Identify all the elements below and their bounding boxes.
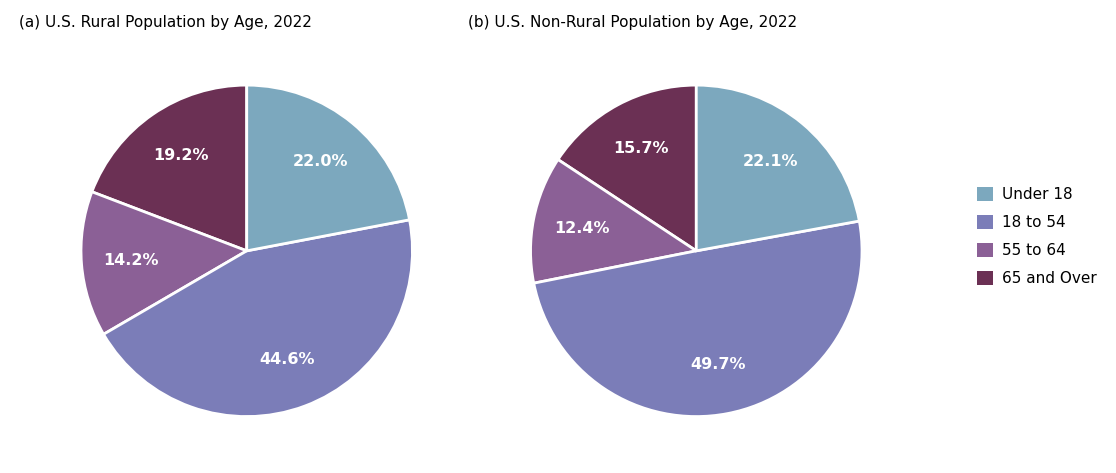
Text: 49.7%: 49.7% xyxy=(691,357,745,372)
Text: (b) U.S. Non-Rural Population by Age, 2022: (b) U.S. Non-Rural Population by Age, 20… xyxy=(469,15,798,30)
Text: 19.2%: 19.2% xyxy=(153,148,209,163)
Wedge shape xyxy=(81,192,247,334)
Text: 22.0%: 22.0% xyxy=(292,154,348,169)
Wedge shape xyxy=(247,85,410,251)
Text: 12.4%: 12.4% xyxy=(555,221,610,236)
Wedge shape xyxy=(104,220,413,417)
Wedge shape xyxy=(533,221,862,417)
Wedge shape xyxy=(558,85,696,251)
Wedge shape xyxy=(92,85,247,251)
Wedge shape xyxy=(530,159,696,283)
Legend: Under 18, 18 to 54, 55 to 64, 65 and Over: Under 18, 18 to 54, 55 to 64, 65 and Ove… xyxy=(971,181,1103,292)
Wedge shape xyxy=(696,85,859,251)
Text: 44.6%: 44.6% xyxy=(260,352,315,367)
Text: (a) U.S. Rural Population by Age, 2022: (a) U.S. Rural Population by Age, 2022 xyxy=(19,15,311,30)
Text: 14.2%: 14.2% xyxy=(104,253,158,268)
Text: 22.1%: 22.1% xyxy=(743,154,798,169)
Text: 15.7%: 15.7% xyxy=(614,141,670,156)
